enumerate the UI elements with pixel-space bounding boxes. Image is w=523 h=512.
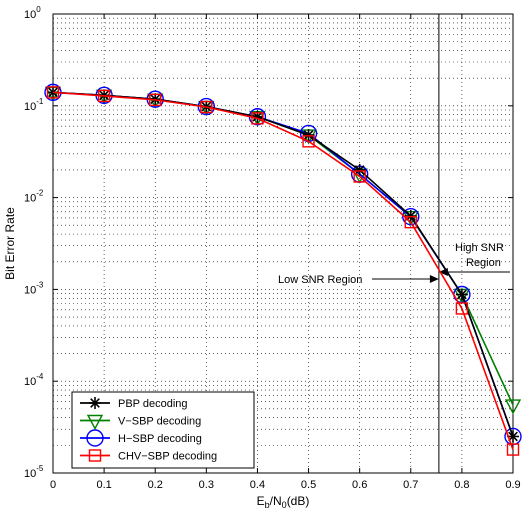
low-snr-label: Low SNR Region <box>278 274 362 286</box>
legend-label: V−SBP decoding <box>118 416 201 428</box>
data-point <box>404 215 417 229</box>
y-tick-label: 10-4 <box>24 372 44 388</box>
series-chvsbp <box>46 86 520 456</box>
data-point <box>251 112 264 125</box>
x-tick-label: 0.6 <box>352 479 367 491</box>
x-tick-label: 0.3 <box>199 479 214 491</box>
legend-label: H−SBP decoding <box>118 433 202 445</box>
data-point <box>97 89 111 103</box>
x-tick-label: 0.5 <box>301 479 316 491</box>
legend-marker <box>89 397 101 409</box>
data-point <box>46 86 60 99</box>
data-point <box>353 170 366 183</box>
data-point <box>353 163 366 176</box>
snr-annotations: High SNR Region Low SNR Region <box>278 14 510 473</box>
data-point <box>455 288 468 301</box>
y-tick-label: 10-2 <box>24 189 44 205</box>
y-axis-label: Bit Error Rate <box>3 207 17 280</box>
y-tick-label: 100 <box>24 5 41 21</box>
series-line <box>52 91 514 437</box>
series-hsbp <box>44 83 522 446</box>
data-series <box>44 83 522 456</box>
data-point <box>302 135 315 148</box>
legend-marker <box>88 449 102 462</box>
legend-marker <box>86 414 104 430</box>
legend-entry: V−SBP decoding <box>80 414 201 430</box>
asterisk-stroke <box>354 165 365 175</box>
x-tick-label: 0.4 <box>250 479 265 491</box>
x-tick-label: 0 <box>50 479 56 491</box>
data-point <box>455 302 469 315</box>
legend: PBP decoding V−SBP decoding H−SBP decoding… <box>71 391 255 469</box>
axis-ticks: 0 0.1 0.2 0.3 0.4 0.5 0.6 0.7 0.8 0.9 100 10-1 10-2 1… <box>24 5 521 491</box>
y-tick-label: 10-3 <box>24 280 44 296</box>
high-snr-label-line1: High SNR <box>455 242 504 254</box>
series-pbp <box>47 86 519 443</box>
x-tick-label: 0.2 <box>148 479 163 491</box>
series-line <box>52 91 514 450</box>
asterisk-stroke <box>90 398 100 408</box>
legend-marker <box>86 429 104 447</box>
x-axis-label: Eb/N0(dB) <box>257 494 310 510</box>
asterisk-stroke <box>252 111 263 122</box>
series-vsbp <box>44 86 522 415</box>
x-tick-label: 0.8 <box>454 479 469 491</box>
high-snr-label-line2: Region <box>466 257 501 269</box>
data-point <box>149 93 162 107</box>
data-point <box>504 399 522 415</box>
x-tick-label: 0.9 <box>505 479 520 491</box>
low-snr-arrowhead <box>429 275 439 283</box>
asterisk-stroke <box>457 289 467 300</box>
data-point <box>402 207 420 226</box>
legend-label: CHV−SBP decoding <box>118 451 217 463</box>
legend-entry: PBP decoding <box>80 397 188 410</box>
grid <box>53 14 513 473</box>
plot-frame <box>52 13 514 474</box>
x-tick-label: 0.7 <box>403 479 418 491</box>
x-tick-label: 0.1 <box>96 479 111 491</box>
y-tick-label: 10-1 <box>24 97 44 113</box>
series-line <box>52 91 514 437</box>
series-line <box>52 91 514 406</box>
data-point <box>302 129 315 142</box>
legend-entry: H−SBP decoding <box>80 429 202 447</box>
data-point <box>506 443 520 456</box>
legend-entry: CHV−SBP decoding <box>80 449 217 463</box>
legend-label: PBP decoding <box>118 398 188 410</box>
asterisk-stroke <box>303 130 314 140</box>
data-point <box>200 100 213 114</box>
y-tick-label: 10-5 <box>24 464 44 480</box>
